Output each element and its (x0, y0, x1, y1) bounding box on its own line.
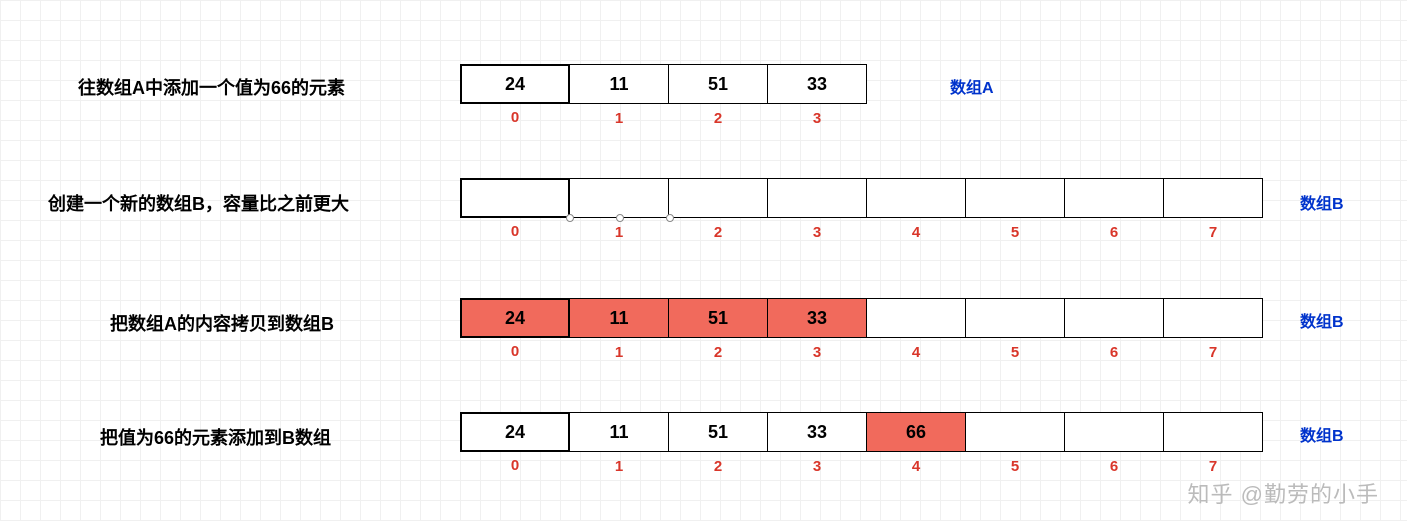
cell-value: 51 (708, 308, 728, 329)
cell-index: 3 (813, 458, 821, 475)
array-name-label: 数组A (950, 74, 994, 98)
array-cell: 240 (460, 412, 570, 452)
cell-value: 33 (807, 74, 827, 95)
cell-index: 5 (1011, 344, 1019, 361)
cell-index: 0 (511, 343, 519, 360)
cell-value: 24 (505, 308, 525, 329)
selection-handle-icon (566, 214, 574, 222)
array-cell: 6 (1064, 412, 1164, 452)
selection-handle-icon (666, 214, 674, 222)
array-row: 240111512333 (460, 64, 867, 104)
array-cell: 6 (1064, 298, 1164, 338)
array-cell: 5 (965, 298, 1065, 338)
cell-index: 6 (1110, 344, 1118, 361)
array-cell: 1 (569, 178, 669, 218)
step-description: 把值为66的元素添加到B数组 (100, 424, 331, 450)
array-cell: 512 (668, 64, 768, 104)
array-cell: 6 (1064, 178, 1164, 218)
array-cell: 7 (1163, 178, 1263, 218)
cell-index: 2 (714, 224, 722, 241)
array-row: 2401115123334567 (460, 298, 1263, 338)
cell-value: 11 (609, 422, 628, 443)
cell-value: 24 (505, 74, 525, 95)
cell-index: 2 (714, 458, 722, 475)
cell-index: 3 (813, 224, 821, 241)
cell-value: 51 (708, 74, 728, 95)
cell-value: 33 (807, 422, 827, 443)
cell-index: 0 (511, 457, 519, 474)
array-cell: 5 (965, 178, 1065, 218)
cell-index: 4 (912, 344, 920, 361)
cell-value: 33 (807, 308, 827, 329)
array-cell: 7 (1163, 298, 1263, 338)
array-cell: 111 (569, 64, 669, 104)
array-cell: 240 (460, 64, 570, 104)
array-cell: 333 (767, 298, 867, 338)
array-cell: 4 (866, 298, 966, 338)
array-cell: 111 (569, 412, 669, 452)
cell-value: 51 (708, 422, 728, 443)
cell-index: 6 (1110, 224, 1118, 241)
cell-index: 3 (813, 110, 821, 127)
cell-index: 1 (615, 110, 623, 127)
array-cell: 3 (767, 178, 867, 218)
array-cell: 240 (460, 298, 570, 338)
cell-index: 5 (1011, 458, 1019, 475)
cell-value: 24 (505, 422, 525, 443)
array-row: 01234567 (460, 178, 1263, 218)
cell-index: 7 (1209, 224, 1217, 241)
cell-index: 1 (615, 458, 623, 475)
cell-index: 5 (1011, 224, 1019, 241)
step-description: 把数组A的内容拷贝到数组B (110, 310, 334, 336)
cell-value: 66 (906, 422, 926, 443)
cell-index: 7 (1209, 344, 1217, 361)
step-description: 往数组A中添加一个值为66的元素 (78, 74, 345, 100)
watermark-text: 知乎 @勤劳的小手 (1188, 477, 1379, 509)
cell-index: 4 (912, 224, 920, 241)
selection-handle-icon (616, 214, 624, 222)
array-cell: 333 (767, 412, 867, 452)
cell-index: 6 (1110, 458, 1118, 475)
cell-index: 2 (714, 344, 722, 361)
cell-index: 3 (813, 344, 821, 361)
cell-index: 2 (714, 110, 722, 127)
step-description: 创建一个新的数组B，容量比之前更大 (48, 190, 349, 216)
array-cell: 664 (866, 412, 966, 452)
array-cell: 111 (569, 298, 669, 338)
array-cell: 5 (965, 412, 1065, 452)
array-name-label: 数组B (1300, 422, 1344, 446)
array-name-label: 数组B (1300, 190, 1344, 214)
cell-value: 11 (609, 308, 628, 329)
array-cell: 4 (866, 178, 966, 218)
cell-index: 1 (615, 344, 623, 361)
cell-index: 0 (511, 109, 519, 126)
cell-index: 0 (511, 223, 519, 240)
array-cell: 7 (1163, 412, 1263, 452)
array-cell: 333 (767, 64, 867, 104)
cell-value: 11 (609, 74, 628, 95)
cell-index: 1 (615, 224, 623, 241)
cell-index: 7 (1209, 458, 1217, 475)
array-row: 240111512333664567 (460, 412, 1263, 452)
array-cell: 512 (668, 412, 768, 452)
array-cell: 512 (668, 298, 768, 338)
cell-index: 4 (912, 458, 920, 475)
array-name-label: 数组B (1300, 308, 1344, 332)
array-cell: 0 (460, 178, 570, 218)
array-cell: 2 (668, 178, 768, 218)
